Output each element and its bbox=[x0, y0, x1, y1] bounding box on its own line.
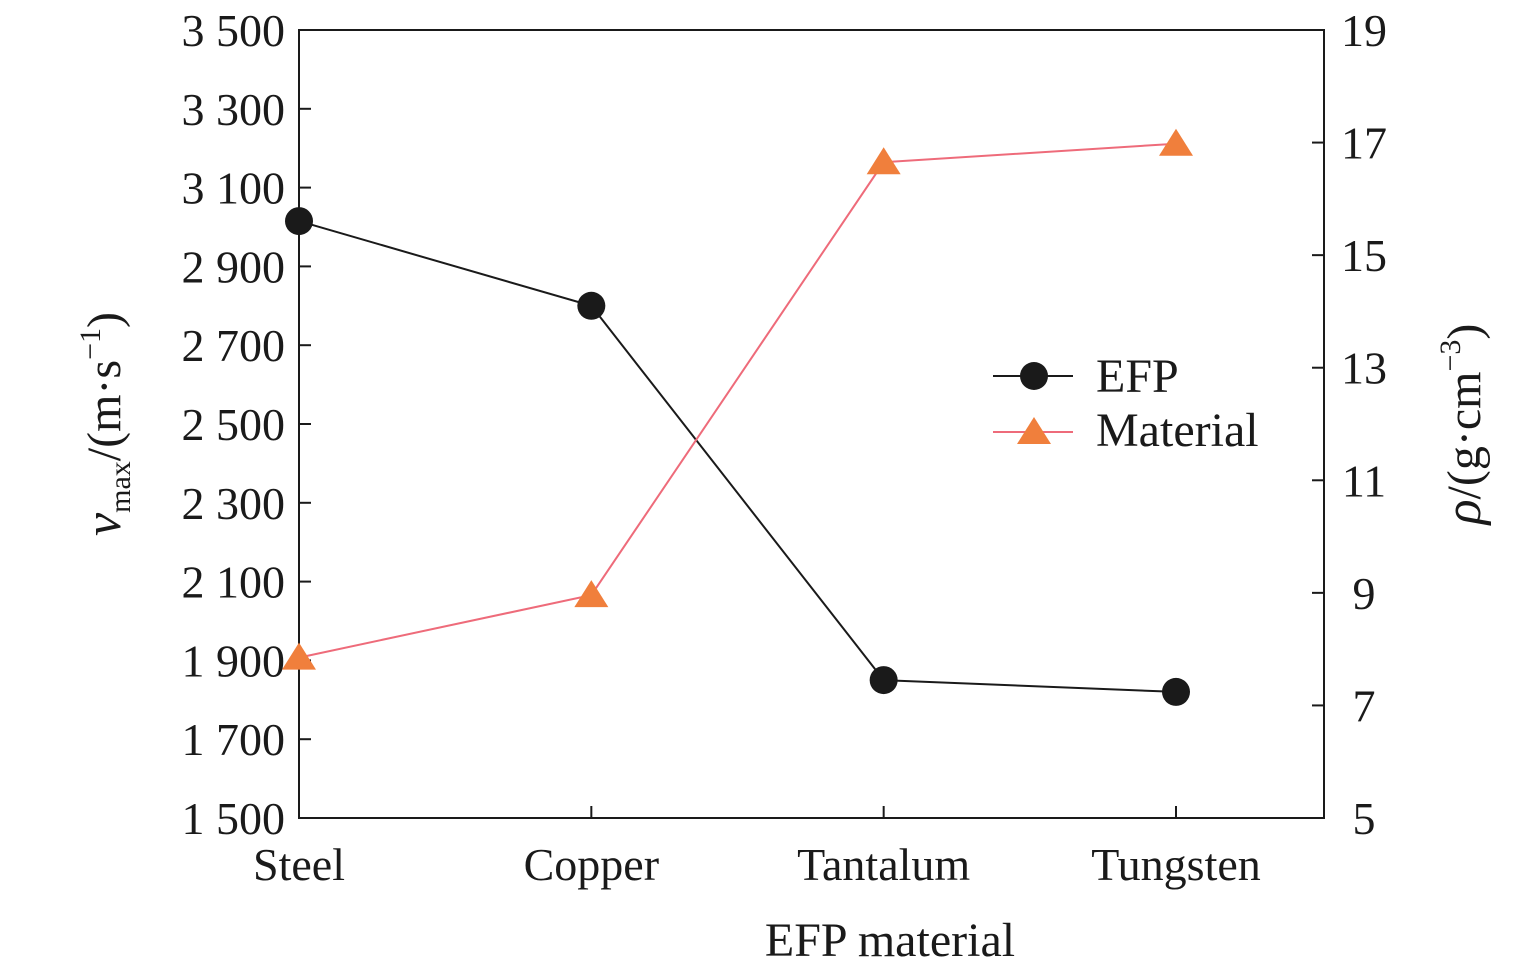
legend-material-label: Material bbox=[1096, 404, 1259, 457]
data-point-material-tungsten bbox=[1159, 128, 1193, 156]
data-point-efp-copper bbox=[577, 291, 606, 320]
data-point-efp-tungsten bbox=[1162, 677, 1190, 706]
right-tick-label: 7 bbox=[1353, 680, 1376, 731]
left-tick-label: 1 700 bbox=[182, 714, 286, 765]
x-axis: Steel Copper Tantalum Tungsten bbox=[253, 806, 1261, 890]
left-tick-label: 2 900 bbox=[182, 241, 286, 292]
series-line-material bbox=[298, 142, 1177, 659]
left-tick-label: 3 100 bbox=[182, 163, 286, 214]
left-tick-label: 3 300 bbox=[182, 84, 286, 135]
left-tick-label: 3 500 bbox=[182, 5, 286, 56]
data-point-material-copper bbox=[574, 580, 609, 608]
x-tick-label-copper: Copper bbox=[524, 839, 659, 890]
left-tick-label: 1 500 bbox=[182, 793, 286, 844]
left-axis-title-units: /(m·s bbox=[78, 360, 131, 461]
right-tick-label: 19 bbox=[1341, 5, 1387, 56]
right-tick-label: 5 bbox=[1353, 793, 1376, 844]
left-axis-title: vmax/(m·s−1) bbox=[74, 312, 137, 536]
right-tick-label: 13 bbox=[1341, 343, 1387, 394]
x-axis-title: EFP material bbox=[765, 914, 1015, 967]
left-axis-title-sub: max bbox=[104, 461, 137, 513]
x-axis-title-group: EFP material bbox=[765, 914, 1015, 967]
left-tick-label: 1 900 bbox=[182, 635, 286, 686]
right-axis-title: ρ/(g·cm−3) bbox=[1434, 324, 1492, 527]
legend-efp-label: EFP bbox=[1096, 350, 1179, 403]
x-tick-label-tantalum: Tantalum bbox=[797, 839, 970, 890]
x-tick-label-steel: Steel bbox=[253, 839, 345, 890]
right-axis-title-close: ) bbox=[1438, 324, 1491, 340]
left-axis: 1 500 1 700 1 900 2 100 2 300 2 500 2 700 2 900… bbox=[182, 5, 311, 844]
data-point-efp-tantalum bbox=[869, 666, 898, 695]
left-axis-title-close: ) bbox=[78, 312, 131, 328]
right-axis-title-base: ρ bbox=[1435, 499, 1492, 526]
legend: EFP Material bbox=[993, 350, 1259, 457]
right-axis: 5 7 9 11 13 15 17 19 bbox=[1312, 5, 1387, 844]
left-tick-label: 2 100 bbox=[182, 557, 286, 608]
left-axis-title-group: vmax/(m·s−1) bbox=[74, 312, 137, 536]
series-layer bbox=[282, 128, 1193, 706]
right-tick-label: 9 bbox=[1353, 568, 1376, 619]
data-point-material-tantalum bbox=[866, 147, 901, 175]
right-axis-title-sup: −3 bbox=[1434, 340, 1467, 372]
legend-material-marker bbox=[1017, 417, 1051, 444]
series-line-efp bbox=[298, 220, 1177, 693]
right-tick-label: 15 bbox=[1341, 230, 1387, 281]
data-point-efp-steel bbox=[285, 207, 313, 236]
left-tick-label: 2 300 bbox=[182, 478, 286, 529]
left-tick-label: 2 500 bbox=[182, 399, 286, 450]
right-tick-label: 17 bbox=[1341, 118, 1387, 169]
right-axis-title-group: ρ/(g·cm−3) bbox=[1434, 324, 1492, 527]
data-point-material-steel bbox=[282, 642, 316, 670]
left-tick-label: 2 700 bbox=[182, 320, 286, 371]
left-axis-title-sup: −1 bbox=[74, 328, 107, 360]
left-axis-title-base: v bbox=[75, 512, 132, 536]
x-tick-label-tungsten: Tungsten bbox=[1091, 839, 1261, 890]
right-axis-title-units: /(g·cm bbox=[1438, 371, 1491, 499]
right-tick-label: 11 bbox=[1342, 455, 1386, 506]
legend-efp-marker bbox=[1020, 362, 1048, 390]
